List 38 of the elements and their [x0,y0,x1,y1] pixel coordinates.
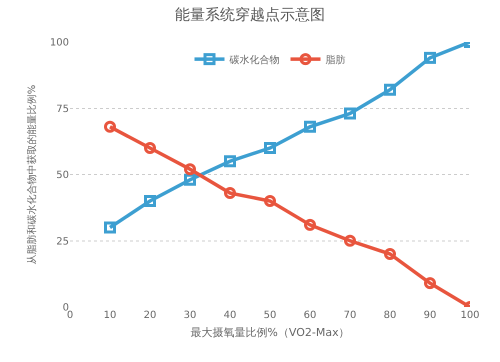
x-tick-label: 70 [344,310,356,321]
point [144,142,156,154]
legend-label: 碳水化合物 [228,54,280,66]
y-axis-title: 从脂肪和碳水化合物中获取的能量比例% [26,84,38,264]
point [224,155,236,168]
x-tick-label: 100 [460,310,480,321]
x-tick-label: 50 [264,310,276,321]
point [304,120,316,133]
x-axis-title: 最大摄氧量比例%（VO2-Max） [190,326,350,340]
x-tick-label: 40 [224,310,236,321]
point [104,120,116,133]
x-tick-label: 10 [104,310,116,321]
x-tick-label: 30 [184,310,196,321]
x-tick-label: 80 [384,310,396,321]
point [344,234,356,247]
x-tick-label: 90 [424,310,436,321]
point [224,187,236,200]
point [384,248,396,260]
legend-label: 脂肪 [326,54,346,66]
point [424,277,436,290]
y-tick-label: 100 [50,38,69,48]
point [424,52,436,64]
y-tick-label: 0 [62,302,69,314]
point [184,174,196,186]
chart-title: 能量系统穿越点示意图 [175,6,325,24]
y-tick-label: 50 [56,170,69,181]
point [384,84,396,96]
point [304,218,316,231]
point [264,142,276,154]
point [264,195,276,207]
x-tick-label: 60 [304,310,316,321]
point [144,195,156,207]
x-tick-label: 20 [144,310,156,321]
point [184,163,196,176]
point [104,222,116,234]
point [344,108,356,120]
y-tick-label: 25 [56,236,69,248]
y-tick-label: 75 [56,104,69,115]
